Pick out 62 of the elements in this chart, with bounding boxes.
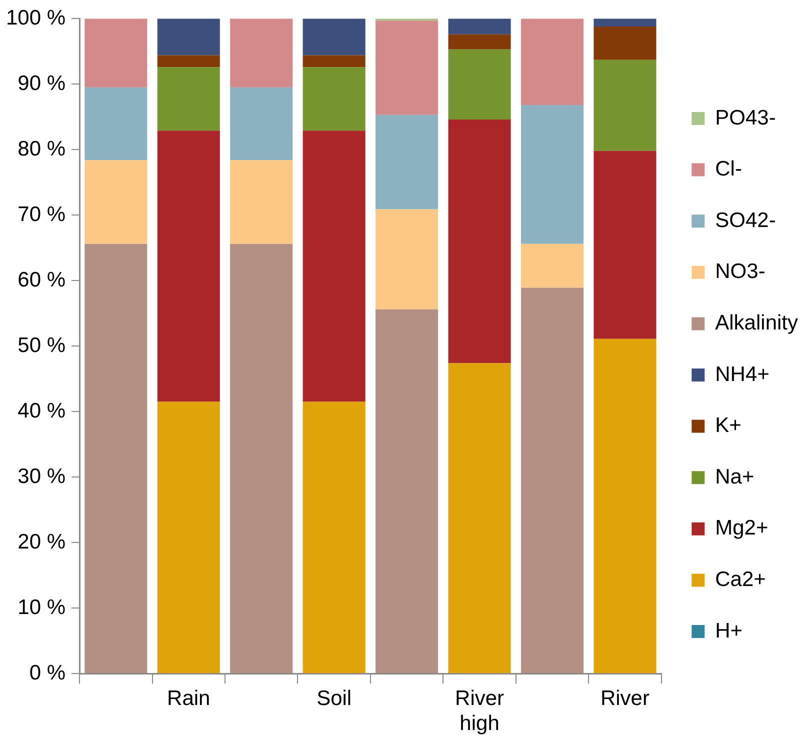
bar xyxy=(84,87,148,160)
bar xyxy=(520,244,584,288)
bar xyxy=(157,402,220,674)
bar xyxy=(157,55,220,68)
x-tick-label: Rain xyxy=(167,686,210,710)
bar xyxy=(302,130,366,402)
legend-label: Ca2+ xyxy=(715,568,766,591)
legend-label: Mg2+ xyxy=(715,516,768,540)
bar xyxy=(448,49,511,120)
y-tick-label: 80 % xyxy=(18,137,66,160)
bar xyxy=(157,67,220,131)
bar xyxy=(84,160,148,244)
y-tick-label: 30 % xyxy=(18,464,66,488)
legend-label: Na+ xyxy=(715,465,754,488)
x-tick-label: Soil xyxy=(316,686,352,710)
x-tick-label: River xyxy=(600,686,650,710)
bar xyxy=(157,18,220,56)
y-tick-label: 40 % xyxy=(18,399,66,422)
bar xyxy=(594,26,656,60)
legend-label: Alkalinity xyxy=(715,311,798,334)
y-tick-label: 10 % xyxy=(18,596,66,619)
bar xyxy=(84,18,148,88)
bar xyxy=(157,130,220,402)
legend-label: K+ xyxy=(715,414,742,438)
y-tick-label: 90 % xyxy=(18,72,66,95)
y-tick-label: 70 % xyxy=(18,202,66,226)
bar xyxy=(448,363,511,674)
bar xyxy=(230,87,293,160)
bar xyxy=(376,20,438,115)
bar xyxy=(302,55,366,68)
y-tick-label: 20 % xyxy=(18,530,66,554)
x-tick-label: River high xyxy=(455,686,504,736)
y-tick-label: 100 % xyxy=(6,6,66,30)
bar xyxy=(376,209,438,310)
bar xyxy=(594,338,656,674)
bar xyxy=(594,60,656,151)
bar xyxy=(376,114,438,210)
legend-label: Cl- xyxy=(715,158,742,181)
y-tick-label: 0 % xyxy=(29,661,66,684)
y-tick-label: 50 % xyxy=(18,334,66,357)
bar xyxy=(448,34,511,50)
legend-label: PO43- xyxy=(715,106,776,130)
bar xyxy=(230,18,293,88)
bar xyxy=(376,309,438,674)
legend-label: H+ xyxy=(715,619,743,642)
bar xyxy=(520,18,584,106)
bar xyxy=(448,119,511,364)
bar xyxy=(302,18,366,56)
legend-label: SO42- xyxy=(715,208,776,232)
bar xyxy=(230,160,293,244)
bar xyxy=(520,105,584,244)
bar xyxy=(302,402,366,674)
bar xyxy=(230,244,293,674)
bar xyxy=(594,18,656,26)
legend-label: NO3- xyxy=(715,260,766,284)
bar xyxy=(594,150,656,339)
bar xyxy=(520,288,584,674)
legend-label: NH4+ xyxy=(715,362,770,386)
bar xyxy=(84,244,148,674)
y-tick-label: 60 % xyxy=(18,268,66,292)
bar xyxy=(448,18,511,34)
bar xyxy=(302,67,366,131)
